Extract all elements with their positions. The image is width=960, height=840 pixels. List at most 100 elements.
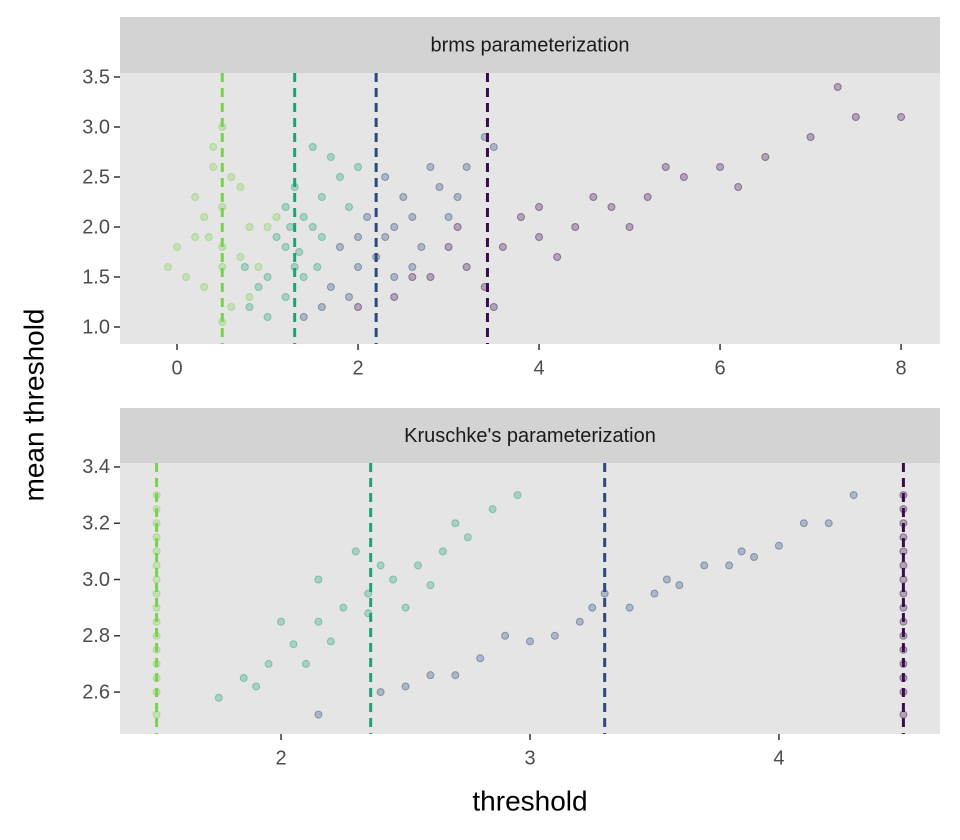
point (344, 293, 353, 301)
point (344, 203, 353, 211)
x-axis-title: threshold (472, 785, 587, 816)
point (501, 631, 510, 640)
point (227, 173, 236, 181)
point (401, 682, 410, 691)
point (390, 273, 399, 281)
point (317, 193, 326, 201)
point (650, 589, 659, 598)
point (737, 547, 746, 556)
point (513, 491, 522, 500)
point (314, 617, 323, 626)
point (806, 133, 815, 141)
point (426, 163, 435, 171)
point (413, 561, 422, 570)
point (354, 233, 363, 241)
point (750, 552, 759, 561)
strip-background (120, 17, 940, 73)
point (289, 640, 298, 649)
point (236, 253, 245, 261)
point (252, 682, 261, 691)
x-tick-label: 3 (524, 747, 535, 769)
point (245, 293, 254, 301)
point (173, 243, 182, 251)
point (152, 561, 161, 570)
y-tick-label: 3.4 (82, 456, 110, 478)
point (675, 581, 684, 590)
point (272, 233, 281, 241)
point (408, 213, 417, 221)
y-tick-label: 3.5 (82, 66, 110, 88)
point (363, 213, 372, 221)
point (204, 233, 213, 241)
point (607, 203, 616, 211)
point (326, 283, 335, 291)
point (899, 575, 908, 584)
point (281, 293, 290, 301)
point (833, 83, 842, 91)
point (200, 213, 209, 221)
point (426, 273, 435, 281)
point (308, 223, 317, 231)
point (444, 243, 453, 251)
point (308, 143, 317, 151)
point (152, 710, 161, 719)
point (571, 223, 580, 231)
y-tick-label: 3.0 (82, 569, 110, 591)
point (498, 243, 507, 251)
point (163, 263, 172, 271)
point (335, 243, 344, 251)
point (299, 273, 308, 281)
y-axis-title: mean threshold (18, 308, 49, 501)
point (182, 273, 191, 281)
point (535, 233, 544, 241)
point (326, 153, 335, 161)
point (390, 223, 399, 231)
point (453, 223, 462, 231)
point (526, 637, 534, 646)
point (314, 710, 323, 719)
point (488, 505, 497, 514)
point (317, 233, 326, 241)
x-tick-label: 4 (773, 747, 784, 769)
point (263, 313, 272, 321)
point (245, 223, 254, 231)
point (643, 193, 652, 201)
points (152, 463, 908, 734)
y-tick-label: 1.5 (82, 266, 110, 288)
point (152, 575, 161, 584)
point (550, 631, 559, 640)
point (381, 173, 390, 181)
point (679, 173, 688, 181)
point (299, 313, 308, 321)
point (774, 541, 783, 550)
y-tick-label: 1.0 (82, 316, 110, 338)
y-tick-label: 2.6 (82, 681, 110, 703)
point (462, 163, 471, 171)
point (299, 213, 308, 221)
point (761, 153, 770, 161)
point (476, 654, 485, 663)
point (295, 248, 304, 256)
point (451, 671, 460, 680)
panel-background (120, 73, 940, 344)
point (700, 561, 709, 570)
point (589, 193, 598, 201)
point (239, 673, 248, 682)
y-tick-label: 2.0 (82, 216, 110, 238)
point (281, 243, 290, 251)
point (716, 163, 725, 171)
point (489, 303, 498, 311)
point (408, 263, 417, 271)
point (462, 263, 471, 271)
point (236, 183, 245, 191)
point (254, 283, 263, 291)
point (426, 671, 435, 680)
point (535, 203, 544, 211)
point (799, 519, 808, 528)
point (725, 561, 734, 570)
point (354, 303, 363, 311)
point (899, 710, 908, 719)
point (209, 163, 218, 171)
point (401, 603, 410, 612)
